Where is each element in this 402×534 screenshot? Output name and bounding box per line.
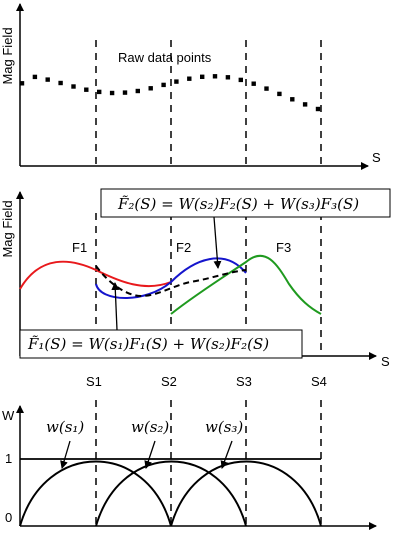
raw-data-point	[135, 88, 140, 94]
raw-data-points	[19, 74, 321, 112]
raw-data-point	[187, 76, 192, 81]
panel-weights: W 1 0 w(s₁) w(s₂) w(s₃)	[2, 400, 377, 530]
raw-data-point	[251, 81, 256, 86]
raw-data-point	[97, 89, 102, 95]
panel3-y-label: W	[2, 408, 15, 423]
formula-bottom-arrow	[111, 282, 120, 331]
weight-label-s3: w(s₃)	[205, 418, 243, 436]
raw-data-point	[264, 86, 269, 91]
weight-arrow-s1	[60, 440, 71, 469]
panel2-y-label: Mag Field	[0, 200, 15, 257]
weight-arrow-s2	[144, 440, 156, 469]
panel-raw-data: Mag Field S Raw data points	[0, 3, 381, 170]
raw-data-point	[200, 74, 205, 79]
panel3-tick-0: 0	[5, 510, 12, 525]
raw-data-point	[71, 84, 76, 89]
tick-s4: S4	[311, 374, 327, 389]
panel-fitted-curves: Mag Field S F1 F2 F3 F̃₂(S) = W(s₂)F₂(S)…	[0, 188, 391, 389]
label-f1: F1	[72, 240, 87, 255]
raw-data-point	[109, 90, 115, 96]
panel1-x-label: S	[372, 150, 381, 165]
curve-f1	[19, 260, 172, 290]
label-f2: F2	[176, 240, 191, 255]
raw-data-point	[161, 82, 166, 88]
formula-bottom: F̃₁(S) = W(s₁)F₁(S) + W(s₂)F₂(S)	[27, 335, 269, 353]
raw-data-point	[32, 74, 38, 80]
tick-s2: S2	[161, 374, 177, 389]
formula-top: F̃₂(S) = W(s₂)F₂(S) + W(s₃)F₃(S)	[117, 195, 359, 213]
raw-data-point	[84, 87, 89, 92]
raw-data-point	[174, 79, 179, 84]
curve-f3	[170, 254, 322, 315]
formula-top-box	[100, 188, 391, 218]
panel3-tick-1: 1	[5, 451, 12, 466]
raw-data-point	[122, 90, 128, 95]
tick-s1: S1	[86, 374, 102, 389]
panel2-x-label: S	[381, 354, 390, 369]
curve-f2	[95, 257, 247, 299]
weight-label-s2: w(s₂)	[131, 418, 169, 436]
raw-data-point	[290, 97, 295, 102]
raw-data-point	[19, 81, 25, 86]
raw-data-annotation: Raw data points	[118, 50, 212, 65]
formula-bottom-box	[19, 329, 303, 359]
weight-arrow-s3	[220, 440, 233, 469]
weight-label-s1: w(s₁)	[46, 418, 84, 436]
raw-data-point	[225, 75, 231, 80]
raw-data-point	[302, 102, 308, 107]
raw-data-point	[148, 86, 153, 91]
weight-curve-s1	[19, 460, 172, 527]
raw-data-point	[277, 91, 282, 97]
label-f3: F3	[276, 240, 291, 255]
weight-curve-s2	[95, 460, 247, 527]
raw-data-point	[212, 74, 218, 79]
raw-data-point	[238, 77, 243, 83]
formula-top-arrow	[213, 216, 222, 269]
tick-s3: S3	[236, 374, 252, 389]
raw-data-point	[58, 80, 63, 86]
weight-curve-s3	[170, 460, 322, 527]
raw-data-point	[45, 77, 50, 82]
panel1-y-label: Mag Field	[0, 27, 15, 84]
raw-data-point	[315, 106, 321, 112]
